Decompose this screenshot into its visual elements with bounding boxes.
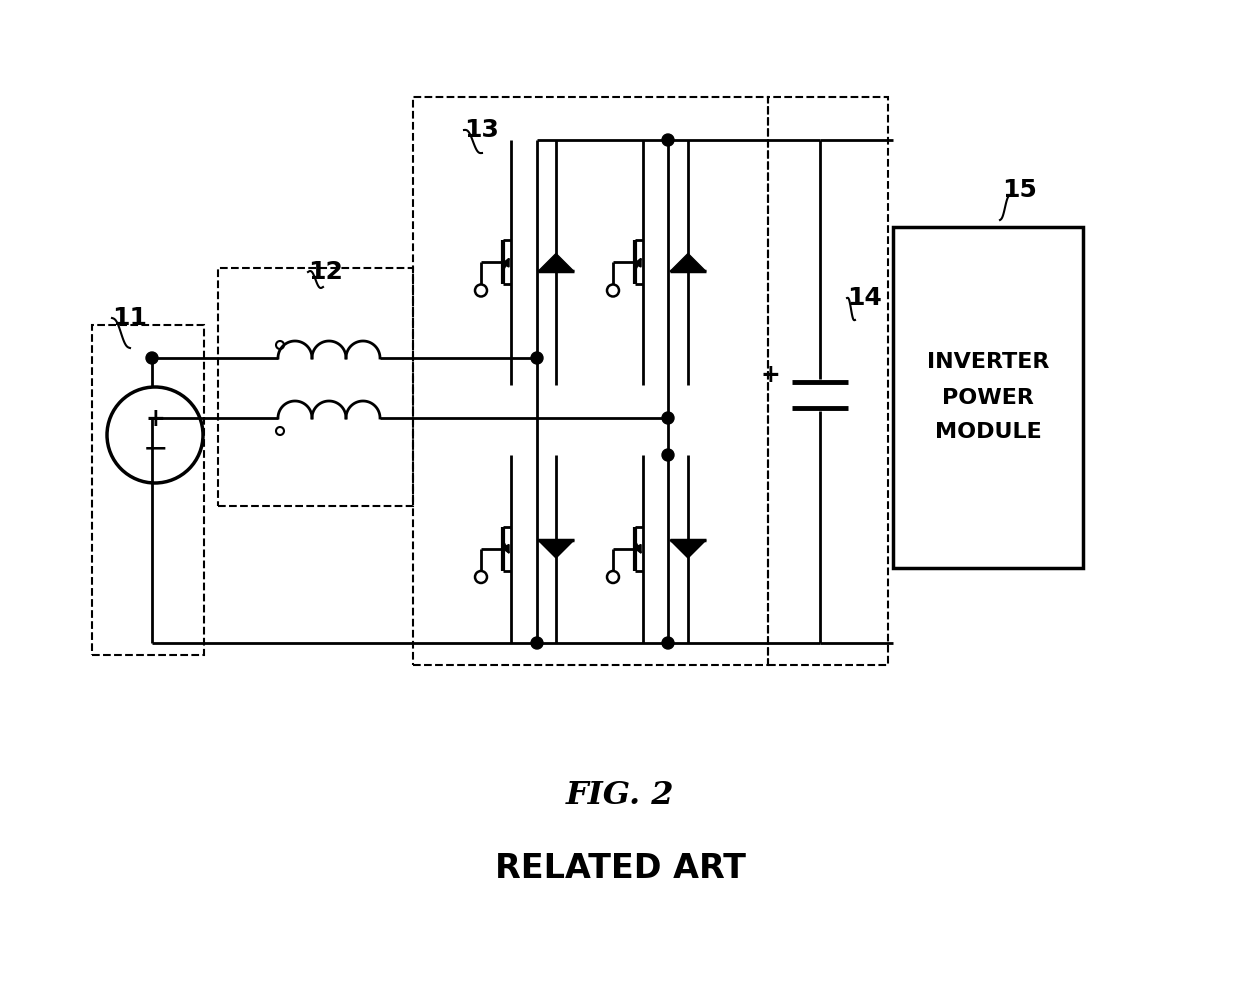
Polygon shape	[538, 253, 574, 271]
Bar	[893, 227, 1083, 568]
Text: +: +	[760, 363, 780, 387]
Circle shape	[531, 637, 543, 649]
Text: +: +	[145, 407, 165, 431]
Text: 13: 13	[464, 118, 498, 142]
Bar	[92, 325, 205, 655]
Text: MODULE: MODULE	[935, 423, 1042, 443]
Text: 14: 14	[847, 286, 882, 310]
Circle shape	[662, 134, 675, 146]
Text: INVERTER: INVERTER	[926, 353, 1049, 373]
Bar	[413, 97, 768, 665]
Circle shape	[531, 352, 543, 364]
Text: 11: 11	[112, 306, 148, 330]
Text: POWER: POWER	[942, 388, 1034, 408]
Circle shape	[662, 637, 675, 649]
Text: FIG. 2: FIG. 2	[565, 780, 675, 811]
Circle shape	[146, 352, 157, 364]
Circle shape	[662, 449, 675, 461]
Text: −: −	[143, 435, 167, 464]
Bar	[768, 97, 888, 665]
Text: 12: 12	[308, 260, 343, 284]
Polygon shape	[670, 253, 706, 271]
Polygon shape	[670, 540, 706, 558]
Bar	[218, 268, 413, 506]
Text: RELATED ART: RELATED ART	[495, 851, 745, 884]
Polygon shape	[538, 540, 574, 558]
Circle shape	[662, 412, 675, 424]
Text: 15: 15	[1002, 178, 1037, 202]
